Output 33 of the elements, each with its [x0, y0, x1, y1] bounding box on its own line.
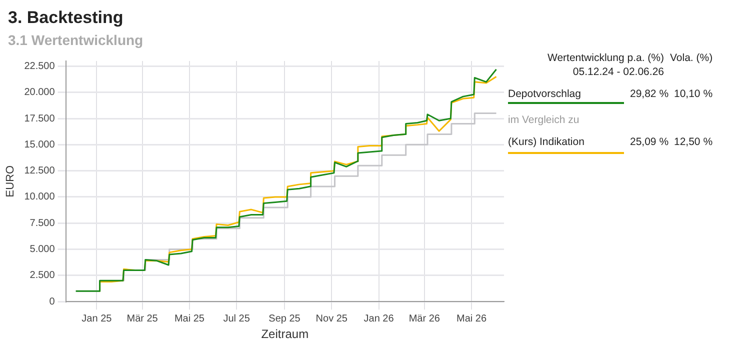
x-tick-label: Sep 25 — [268, 313, 301, 324]
y-tick-label: 10.000 — [24, 192, 56, 203]
text: Wertentwicklung p.a. (%) — [546, 52, 664, 64]
text: 10,10 % — [674, 88, 713, 100]
y-tick-label: 20.000 — [24, 87, 56, 98]
y-tick-label: 2.500 — [30, 270, 56, 282]
x-tick-label: Nov 25 — [316, 313, 348, 324]
x-tick-label: Mai 26 — [456, 313, 487, 324]
series-label: Depotvorschlag — [508, 88, 624, 104]
y-tick-label: 17.500 — [24, 113, 56, 124]
x-tick-label: Mär 26 — [408, 313, 440, 324]
text: 12,50 % — [674, 136, 713, 148]
text: 29,82 % — [630, 88, 669, 100]
x-tick-label: Jul 25 — [223, 313, 250, 324]
x-axis-title: Zeitraum — [261, 327, 309, 342]
y-tick-label: 5.000 — [30, 244, 56, 256]
y-tick-label: 22.500 — [24, 60, 56, 72]
text: 25,09 % — [630, 136, 669, 148]
x-tick-label: Jan 25 — [82, 313, 112, 324]
text: (Kurs) Indikation — [508, 136, 624, 154]
text: 05.12.24 - 02.06.26 — [572, 66, 664, 78]
y-tick-label: 12.500 — [24, 166, 56, 177]
x-tick-label: Mai 25 — [174, 313, 205, 324]
y-tick-label: 7.500 — [30, 218, 56, 229]
y-tick-label: 15.000 — [24, 139, 56, 150]
chart-subtitle: 3.1 Wertentwicklung — [8, 32, 144, 48]
chart-title: 3. Backtesting — [8, 8, 124, 28]
y-tick-label: 0 — [49, 296, 56, 308]
x-tick-label: Mär 25 — [126, 313, 158, 324]
y-axis-title: EURO — [4, 164, 17, 198]
text: im Vergleich zu — [508, 114, 580, 126]
x-tick-label: Jan 26 — [364, 313, 394, 324]
text: Vola. (%) — [670, 52, 713, 64]
